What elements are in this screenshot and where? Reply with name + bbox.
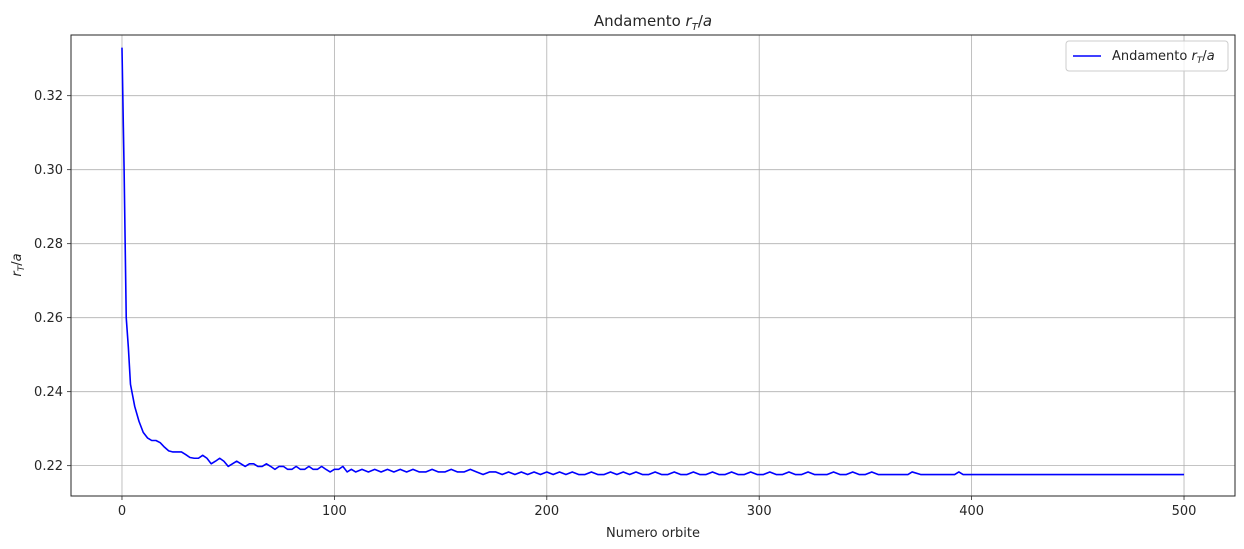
- y-axis-label: rT/a: [10, 253, 27, 276]
- plot-area: [70, 34, 1236, 497]
- y-tick-label: 0.32: [34, 89, 63, 104]
- legend-label: Andamento rT/a: [1112, 49, 1215, 66]
- x-tick-label: 500: [1172, 504, 1197, 519]
- y-tick-label: 0.30: [34, 163, 63, 178]
- y-tick-label: 0.24: [34, 385, 63, 400]
- chart-title: Andamento rT/a: [594, 12, 712, 33]
- series-line: [121, 47, 1185, 476]
- y-axis: 0.22 0.24 0.26 0.28 0.30 0.32: [34, 89, 71, 474]
- x-axis: 0 100 200 300 400 500: [118, 496, 1197, 519]
- y-tick-label: 0.28: [34, 237, 63, 252]
- legend: Andamento rT/a: [1065, 40, 1229, 72]
- legend-box: [1065, 40, 1229, 72]
- x-tick-label: 200: [534, 504, 559, 519]
- grid: [71, 35, 1235, 496]
- x-tick-label: 100: [322, 504, 347, 519]
- y-tick-label: 0.22: [34, 459, 63, 474]
- series-layer: [121, 47, 1185, 476]
- x-axis-label: Numero orbite: [606, 526, 700, 541]
- x-tick-label: 400: [959, 504, 984, 519]
- x-tick-label: 0: [118, 504, 126, 519]
- y-tick-label: 0.26: [34, 311, 63, 326]
- x-tick-label: 300: [747, 504, 772, 519]
